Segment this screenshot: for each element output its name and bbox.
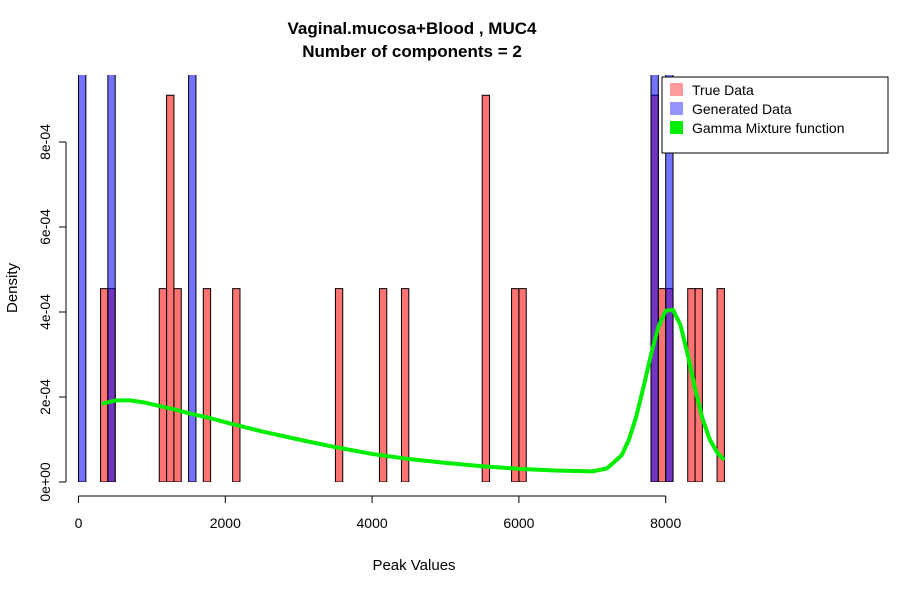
true-data-bar-7: [334, 288, 344, 482]
legend-swatch-0: [670, 83, 683, 96]
legend-box: [661, 76, 889, 154]
true-data-bar-11: [511, 288, 520, 482]
true-data-bar-4: [173, 288, 182, 482]
true-data-bar-8: [378, 288, 388, 482]
true-data-bar-12: [518, 288, 527, 482]
chart-title: Vaginal.mucosa+Blood , MUC4: [288, 19, 537, 38]
generated-data-bar-1: [107, 75, 116, 482]
chart-subtitle: Number of components = 2: [302, 42, 522, 61]
y-axis: 0e+00 2e-04 4e-04 6e-04 8e-04: [37, 124, 67, 502]
x-tick-label-0: 0: [75, 515, 83, 531]
generated-data-bars: [78, 75, 674, 482]
x-tick-label-1: 2000: [210, 515, 241, 531]
x-axis-label: Peak Values: [372, 557, 455, 574]
true-data-bar-2: [158, 288, 168, 482]
y-tick-label-4: 8e-04: [37, 124, 53, 160]
true-data-bar-3: [166, 94, 175, 482]
legend-swatch-2: [670, 121, 683, 134]
x-tick-label-2: 4000: [357, 515, 388, 531]
true-data-bar-0: [100, 288, 109, 482]
true-data-bar-5: [202, 288, 212, 482]
legend-label-2: Gamma Mixture function: [692, 120, 845, 136]
y-tick-label-0: 0e+00: [37, 462, 53, 502]
true-data-bar-10: [481, 94, 491, 482]
x-tick-label-3: 6000: [503, 515, 534, 531]
legend-swatch-1: [670, 102, 683, 115]
legend: True Data Generated Data Gamma Mixture fun…: [661, 76, 889, 154]
generated-data-bar-3: [650, 75, 659, 482]
y-tick-label-1: 2e-04: [37, 379, 53, 415]
x-axis: 0 2000 4000 6000 8000: [75, 495, 681, 531]
generated-data-bar-2: [188, 75, 197, 482]
y-axis-label: Density: [4, 262, 21, 313]
true-data-bar-18: [716, 288, 725, 482]
true-data-bar-9: [400, 288, 410, 482]
true-data-bar-6: [232, 288, 241, 482]
gamma-mixture-curve-group: [101, 307, 725, 474]
y-tick-label-3: 6e-04: [37, 209, 53, 245]
y-tick-label-2: 4e-04: [37, 294, 53, 330]
legend-label-1: Generated Data: [692, 101, 792, 117]
gamma-mixture-curve: [101, 307, 725, 474]
x-tick-label-4: 8000: [650, 515, 681, 531]
generated-data-bar-4: [665, 75, 674, 482]
legend-label-0: True Data: [692, 82, 754, 98]
generated-data-bar-0: [78, 75, 87, 482]
